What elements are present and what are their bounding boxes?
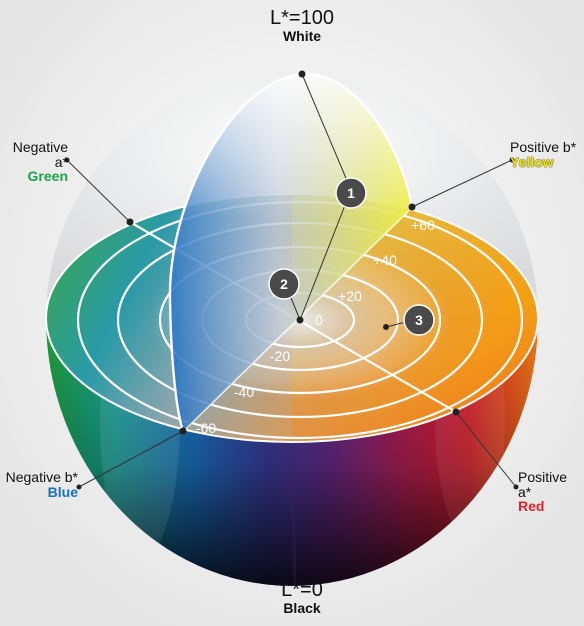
label-positive-b: Positive b* Yellow (510, 140, 584, 169)
label-negative-b: Negative b* Blue (0, 470, 78, 499)
badge-3: 3 (403, 304, 435, 336)
dot-three (383, 324, 389, 330)
lightness-slice (168, 72, 414, 432)
scale-p20: +20 (338, 288, 362, 304)
leader-lines (66, 73, 517, 488)
label-neg-b-sub: Blue (47, 483, 78, 500)
dot-neg-b (179, 427, 187, 435)
dot-label-neg-b (76, 484, 82, 490)
label-white-sub: White (282, 28, 322, 44)
badge-1: 1 (335, 177, 367, 209)
label-neg-a-main: Negative a* (12, 139, 68, 170)
svg-text:1: 1 (347, 185, 355, 201)
dot-pos-b (408, 203, 416, 211)
scale-p60: +60 (411, 217, 435, 233)
badge-2: 2 (268, 268, 300, 300)
scale-p40: +40 (373, 252, 397, 268)
dot-pos-a (452, 408, 460, 416)
dot-label-pos-a (513, 484, 519, 490)
marker-dots (64, 70, 519, 490)
scale-labels: 0 +20 +40 +60 -20 -40 -60 (196, 217, 435, 436)
label-neg-b-main: Negative b* (5, 469, 78, 485)
dot-label-neg-a (64, 157, 70, 163)
label-black-main: L*=0 (281, 579, 323, 601)
dot-center (296, 316, 304, 324)
dot-label-pos-b (509, 157, 515, 163)
scale-m60: -60 (196, 420, 216, 436)
scale-0: 0 (315, 312, 323, 328)
label-black-pole: L*=0 Black (242, 580, 362, 616)
label-pos-b-sub: Yellow (510, 153, 554, 170)
scale-m20: -20 (270, 348, 290, 364)
label-black-sub: Black (283, 600, 321, 616)
label-pos-b-main: Positive b* (510, 139, 577, 155)
svg-text:2: 2 (280, 276, 288, 292)
dot-white-pole (298, 70, 306, 78)
label-white-main: L*=100 (270, 7, 334, 29)
label-pos-a-main: Positive a* (518, 469, 568, 500)
label-neg-a-sub: Green (27, 168, 68, 185)
scale-m40: -40 (234, 384, 254, 400)
dot-neg-a (126, 218, 134, 226)
label-white-pole: L*=100 White (242, 8, 362, 44)
svg-text:3: 3 (415, 312, 423, 328)
label-pos-a-sub: Red (518, 498, 545, 515)
label-negative-a: Negative a* Green (0, 140, 68, 184)
label-positive-a: Positive a* Red (518, 470, 584, 514)
